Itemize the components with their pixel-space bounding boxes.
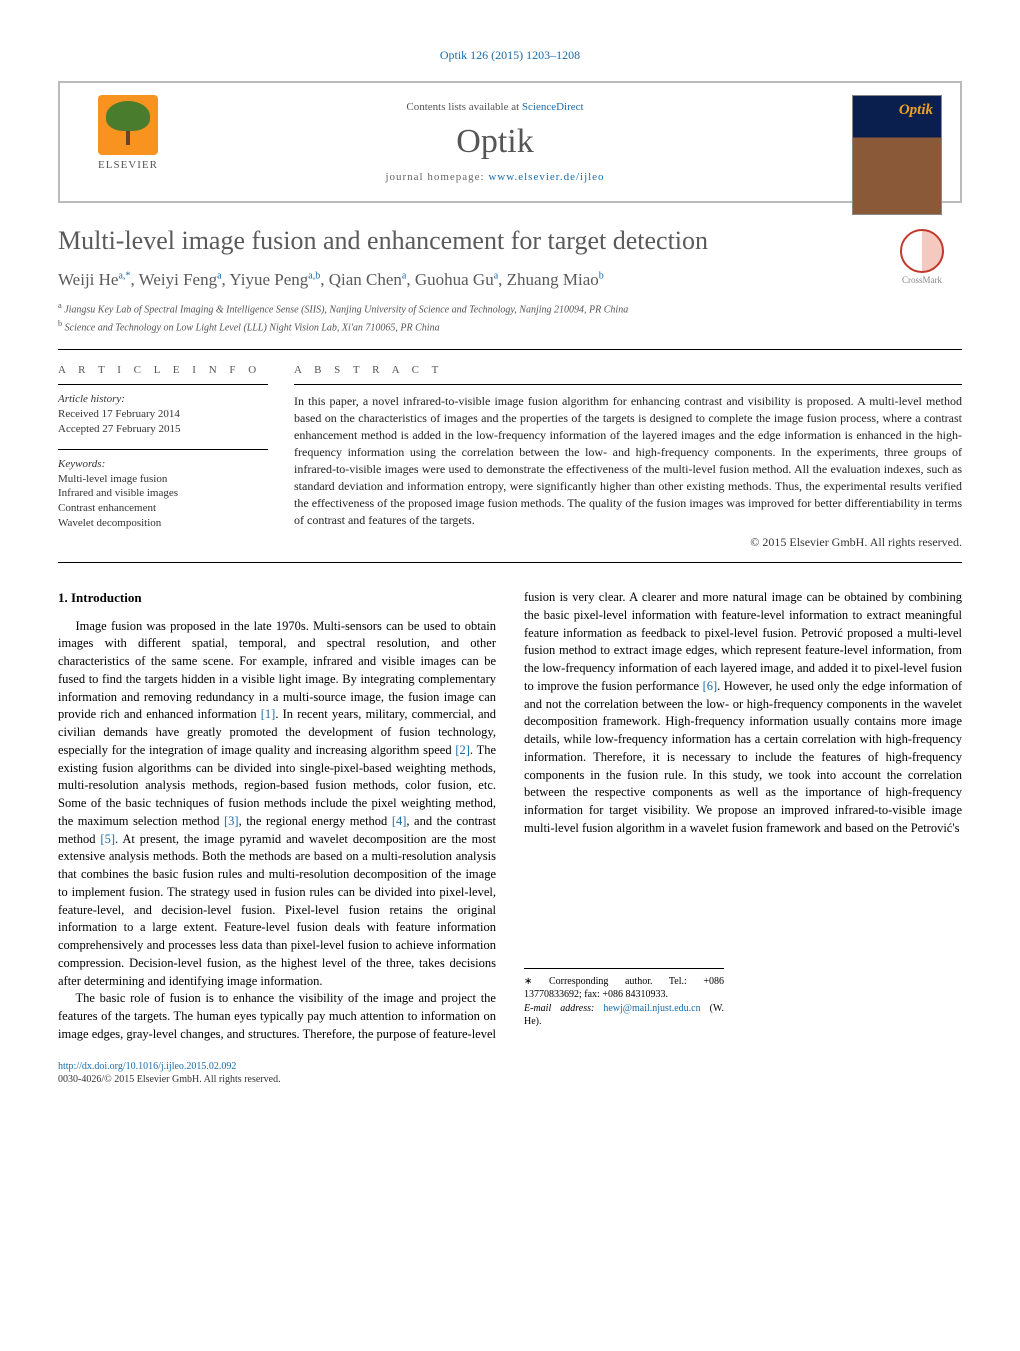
publisher-logo: ELSEVIER [78, 95, 178, 171]
journal-reference: Optik 126 (2015) 1203–1208 [58, 48, 962, 63]
keyword: Contrast enhancement [58, 501, 268, 516]
journal-ref-link[interactable]: Optik [440, 48, 467, 62]
citation-link[interactable]: [3] [224, 814, 239, 828]
citation-link[interactable]: [2] [455, 743, 470, 757]
journal-ref-citation: 126 (2015) 1203–1208 [470, 48, 580, 62]
affiliations: a Jiangsu Key Lab of Spectral Imaging & … [58, 300, 862, 335]
received-date: Received 17 February 2014 [58, 407, 268, 422]
homepage-link[interactable]: www.elsevier.de/ijleo [488, 171, 604, 183]
author: Qian Chena [329, 270, 407, 289]
doi-link[interactable]: http://dx.doi.org/10.1016/j.ijleo.2015.0… [58, 1061, 236, 1072]
sciencedirect-link[interactable]: ScienceDirect [522, 101, 584, 113]
section-heading: 1. Introduction [58, 589, 496, 607]
email-label: E-mail address: [524, 1003, 603, 1014]
keyword: Multi-level image fusion [58, 472, 268, 487]
author: Yiyue Penga,b [229, 270, 320, 289]
author: Weiyi Fenga [139, 270, 222, 289]
divider [58, 349, 962, 350]
corresponding-footnote: ∗ Corresponding author. Tel.: +086 13770… [524, 968, 724, 1029]
journal-header: ELSEVIER Contents lists available at Sci… [58, 81, 962, 203]
citation-link[interactable]: [5] [100, 832, 115, 846]
contents-line: Contents lists available at ScienceDirec… [200, 101, 790, 113]
divider [58, 562, 962, 563]
crossmark-badge[interactable]: CrossMark [882, 229, 962, 285]
body-text: 1. Introduction Image fusion was propose… [58, 589, 962, 1043]
homepage-line: journal homepage: www.elsevier.de/ijleo [200, 171, 790, 183]
publisher-name: ELSEVIER [78, 159, 178, 171]
accepted-date: Accepted 27 February 2015 [58, 422, 268, 437]
article-title: Multi-level image fusion and enhancement… [58, 225, 862, 256]
abstract-column: A B S T R A C T In this paper, a novel i… [294, 364, 962, 550]
citation-link[interactable]: [4] [392, 814, 407, 828]
author: Weiji Hea,* [58, 270, 130, 289]
issn-copyright: 0030-4026/© 2015 Elsevier GmbH. All righ… [58, 1074, 281, 1085]
keywords-label: Keywords: [58, 458, 268, 470]
authors-line: Weiji Hea,*, Weiyi Fenga, Yiyue Penga,b,… [58, 270, 862, 290]
article-info-sidebar: A R T I C L E I N F O Article history: R… [58, 364, 268, 550]
citation-link[interactable]: [1] [261, 707, 276, 721]
citation-link[interactable]: [6] [703, 679, 718, 693]
crossmark-label: CrossMark [882, 275, 962, 285]
author: Guohua Gua [415, 270, 498, 289]
crossmark-icon [900, 229, 944, 273]
history-label: Article history: [58, 393, 268, 405]
footer-refs: http://dx.doi.org/10.1016/j.ijleo.2015.0… [58, 1060, 962, 1087]
abstract-text: In this paper, a novel infrared-to-visib… [294, 393, 962, 529]
author: Zhuang Miaob [507, 270, 604, 289]
divider [294, 384, 962, 385]
body-paragraph: Image fusion was proposed in the late 19… [58, 618, 496, 991]
keyword: Wavelet decomposition [58, 516, 268, 531]
divider [58, 384, 268, 385]
email-link[interactable]: hewj@mail.njust.edu.cn [603, 1003, 700, 1014]
abstract-copyright: © 2015 Elsevier GmbH. All rights reserve… [294, 535, 962, 550]
journal-cover-thumb [852, 95, 942, 215]
journal-name: Optik [200, 123, 790, 161]
divider [58, 449, 268, 450]
abstract-heading: A B S T R A C T [294, 364, 962, 376]
keyword: Infrared and visible images [58, 486, 268, 501]
corr-author-line: ∗ Corresponding author. Tel.: +086 13770… [524, 975, 724, 1002]
elsevier-tree-icon [98, 95, 158, 155]
article-info-heading: A R T I C L E I N F O [58, 364, 268, 376]
